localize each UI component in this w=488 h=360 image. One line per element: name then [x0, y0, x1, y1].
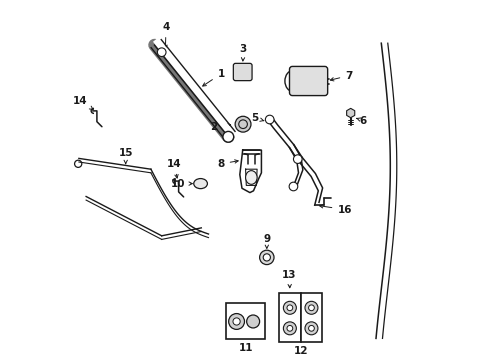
Circle shape: [246, 315, 259, 328]
Text: 16: 16: [319, 204, 351, 215]
Text: 5: 5: [250, 113, 264, 123]
Circle shape: [283, 322, 296, 335]
Circle shape: [235, 116, 250, 132]
FancyBboxPatch shape: [233, 63, 251, 81]
FancyBboxPatch shape: [289, 67, 327, 96]
Bar: [226, 303, 265, 339]
Circle shape: [288, 182, 297, 191]
Text: 14: 14: [73, 96, 93, 109]
Circle shape: [308, 325, 314, 331]
Circle shape: [308, 305, 314, 311]
Text: 9: 9: [263, 234, 270, 248]
Ellipse shape: [245, 171, 257, 184]
Circle shape: [263, 254, 270, 261]
Circle shape: [286, 305, 292, 311]
Text: 13: 13: [282, 270, 296, 288]
Circle shape: [259, 250, 273, 265]
Circle shape: [265, 115, 273, 124]
Text: 10: 10: [170, 179, 192, 189]
Circle shape: [305, 301, 317, 314]
Circle shape: [157, 48, 166, 57]
Circle shape: [305, 322, 317, 335]
Text: 4: 4: [162, 22, 169, 48]
Circle shape: [223, 131, 233, 142]
Text: 7: 7: [330, 71, 352, 81]
Text: 2: 2: [210, 122, 230, 132]
Text: 3: 3: [239, 44, 246, 61]
Bar: [300, 293, 322, 342]
Text: 6: 6: [356, 116, 366, 126]
Circle shape: [232, 318, 240, 325]
Bar: [279, 293, 300, 342]
Text: 11: 11: [238, 343, 253, 354]
Text: 14: 14: [166, 159, 181, 178]
Circle shape: [293, 155, 302, 163]
Circle shape: [283, 301, 296, 314]
Circle shape: [286, 325, 292, 331]
Circle shape: [228, 314, 244, 329]
Ellipse shape: [193, 179, 207, 189]
Text: 1: 1: [203, 69, 224, 86]
Text: 15: 15: [118, 148, 133, 164]
Text: 12: 12: [293, 346, 307, 356]
Text: 8: 8: [217, 159, 238, 169]
